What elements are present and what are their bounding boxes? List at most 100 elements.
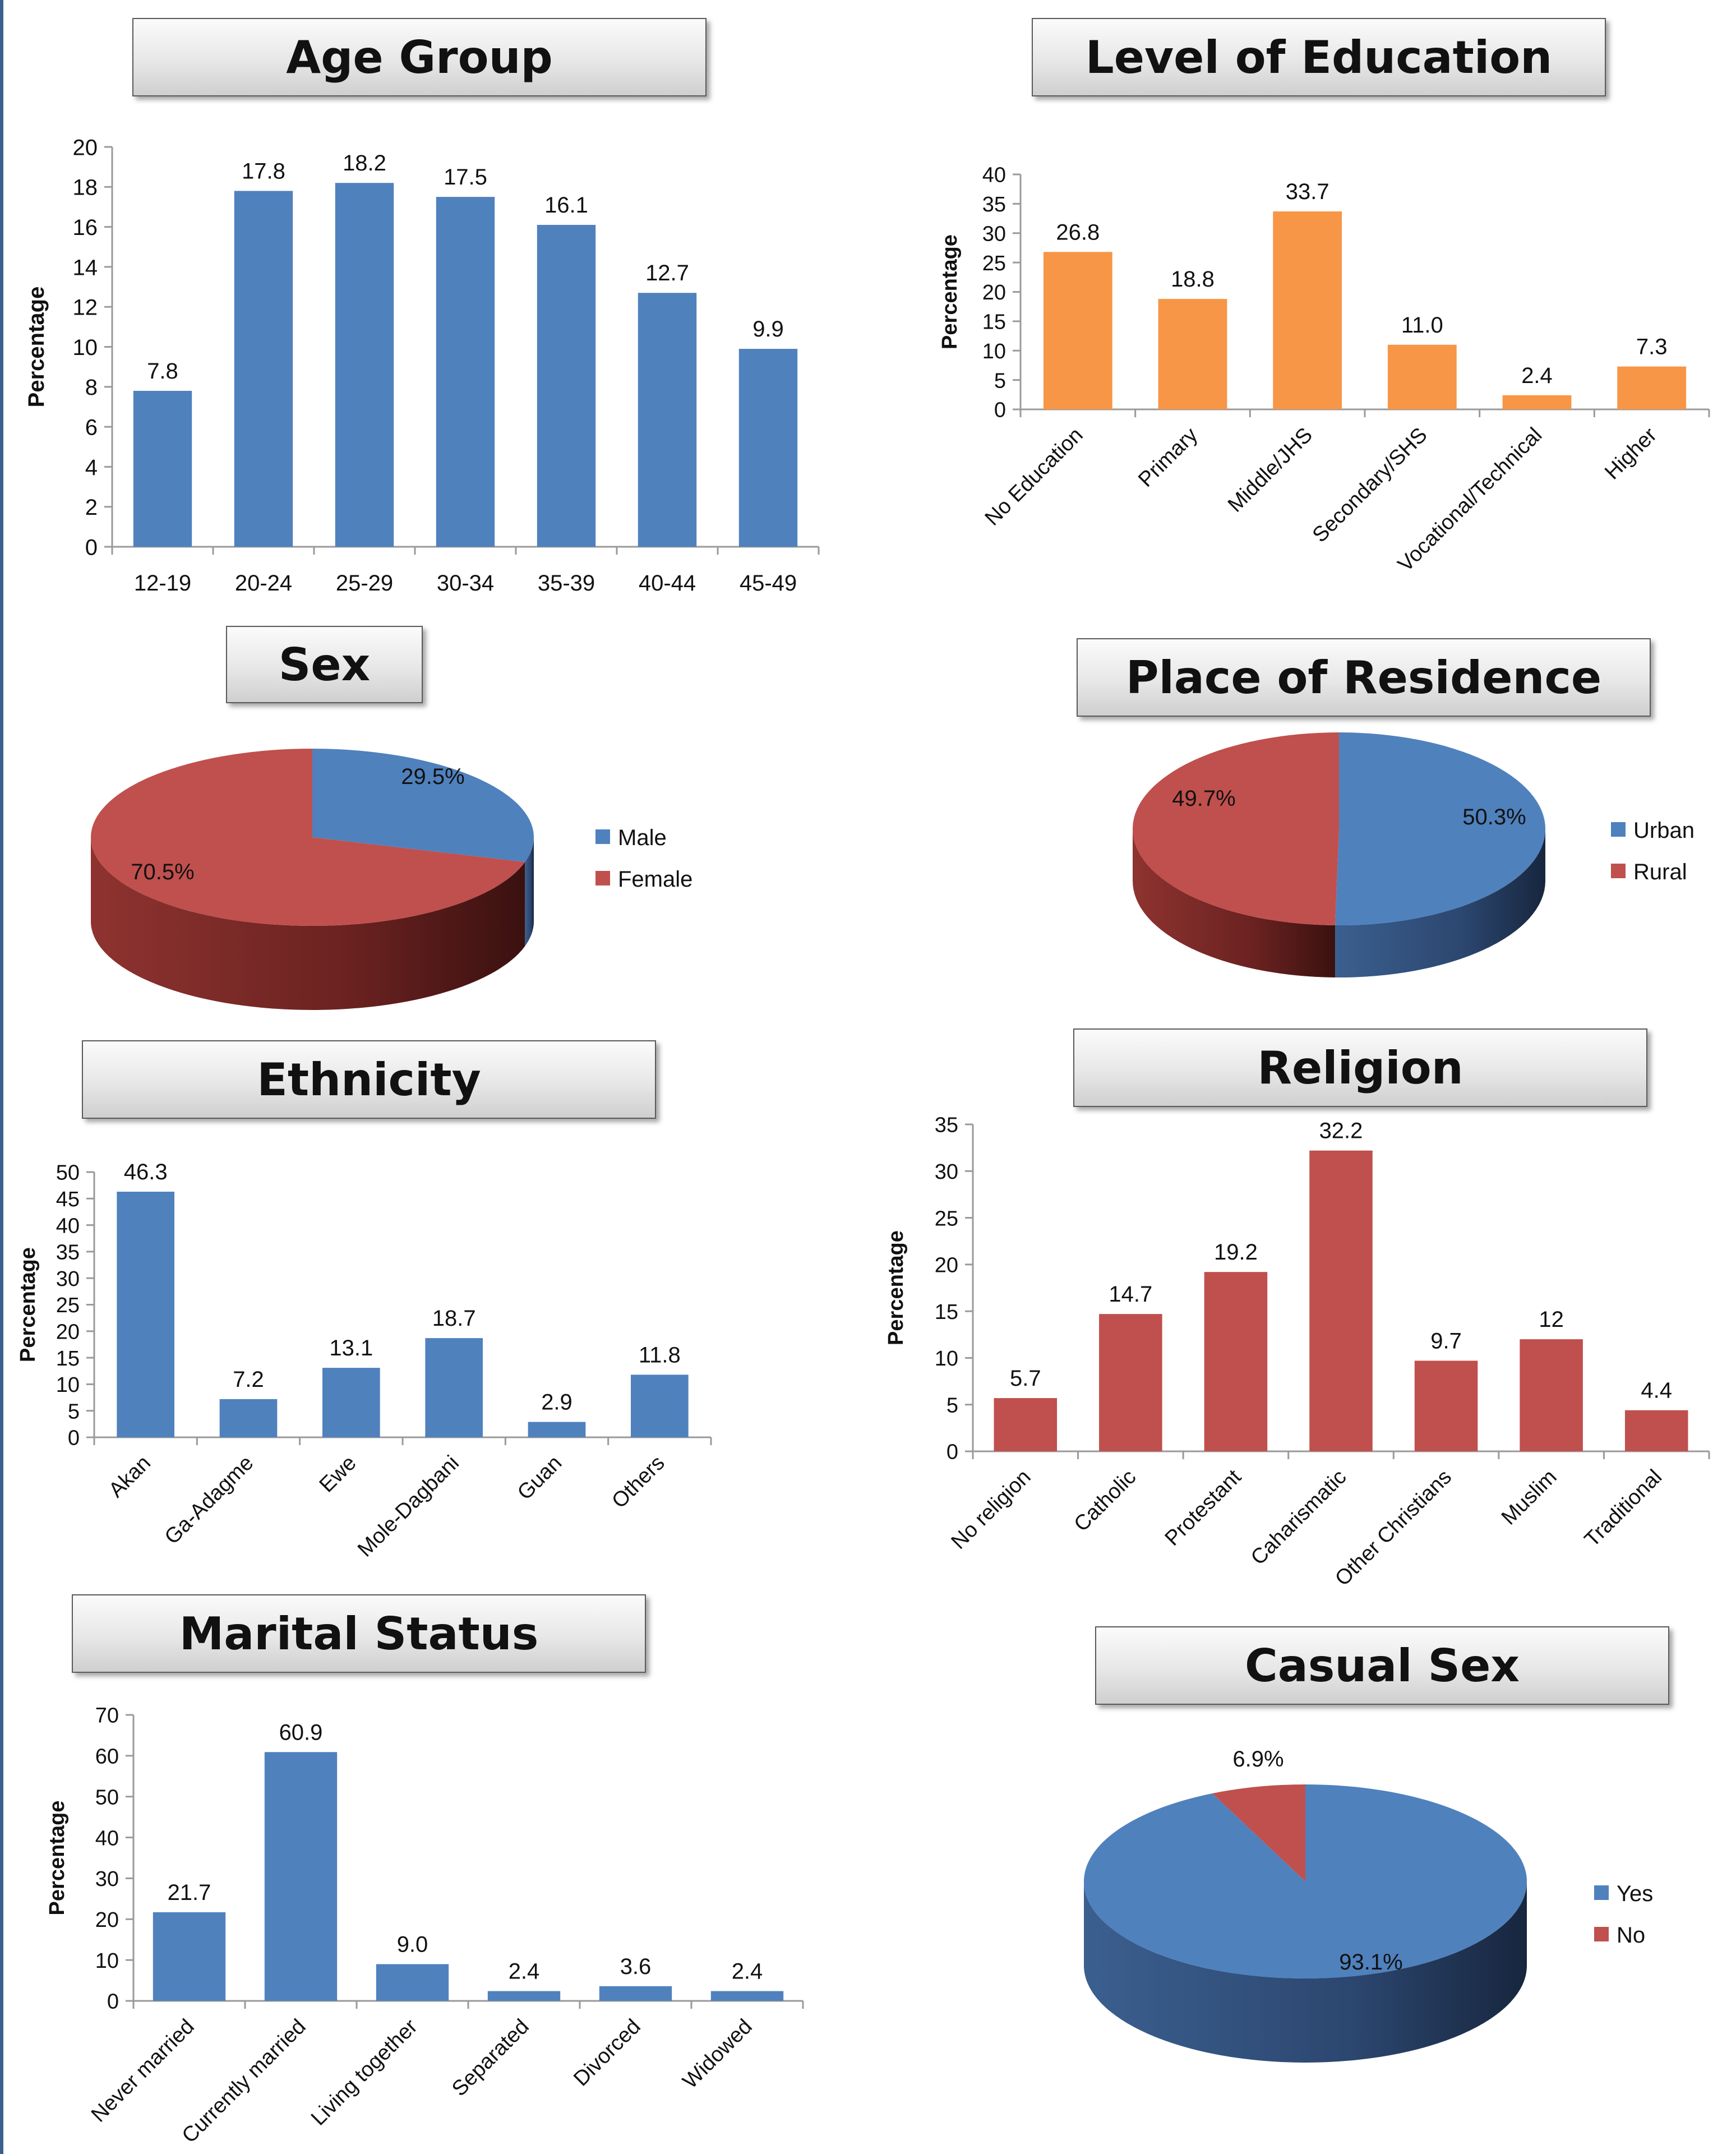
age-x-tick-label: 20-24 <box>235 571 292 596</box>
ethnicity-bar-mole-dagbani <box>425 1338 483 1437</box>
marital-x-tick-label: Separated <box>447 2015 534 2101</box>
sex-legend-label-female: Female <box>618 867 692 892</box>
sex-legend-swatch-female <box>595 871 610 885</box>
education-y-tick-label: 10 <box>982 340 1006 363</box>
age-x-tick-label: 30-34 <box>437 571 494 596</box>
marital-bar-widowed <box>710 1991 784 2001</box>
casual-pie-chart: 93.1% 6.9% Yes No <box>1084 1747 1653 2063</box>
age-y-tick-label: 8 <box>85 375 98 400</box>
sex-legend: Male Female <box>595 825 692 892</box>
sex-slice-male <box>312 749 534 862</box>
education-y-tick-label: 40 <box>982 164 1006 187</box>
age-y-tick-label: 14 <box>73 255 98 280</box>
religion-x-tick-label: Protestant <box>1161 1465 1246 1550</box>
education-data-label-primary: 18.8 <box>1171 267 1215 292</box>
marital-data-label-divorced: 3.6 <box>620 1954 652 1979</box>
age-x-tick-label: 12-19 <box>134 571 191 596</box>
education-bar-higher <box>1617 366 1687 409</box>
casual-slice-no <box>1212 1784 1305 1881</box>
religion-y-tick-label: 25 <box>935 1207 958 1230</box>
age-data-label-40-44: 12.7 <box>645 261 689 285</box>
education-data-label-higher: 7.3 <box>1636 335 1668 359</box>
ethnicity-x-tick-label: Ga-Adagme <box>160 1451 258 1549</box>
ethnicity-x-tick-label: Mole-Dagbani <box>353 1451 464 1562</box>
ethnicity-bar-others <box>631 1374 689 1437</box>
ethnicity-data-label-ga-adagme: 7.2 <box>233 1367 264 1392</box>
education-bar-no-education <box>1043 252 1112 409</box>
education-y-tick-label: 15 <box>982 311 1006 334</box>
marital-bar-separated <box>487 1991 561 2001</box>
age-bar-30-34 <box>436 197 495 547</box>
age-bar-20-24 <box>234 191 293 547</box>
religion-bar-protestant <box>1204 1272 1268 1451</box>
education-data-label-vocational-technical: 2.4 <box>1521 363 1553 388</box>
education-x-tick-label: Primary <box>1134 423 1202 492</box>
religion-data-label-catholic: 14.7 <box>1109 1282 1152 1307</box>
marital-data-label-never-married: 21.7 <box>168 1880 211 1905</box>
residence-legend-swatch-rural <box>1611 864 1626 878</box>
sex-legend-label-male: Male <box>618 825 667 850</box>
age-y-tick-label: 20 <box>73 135 98 160</box>
residence-pie-chart: 50.3% 49.7% Urban Rural <box>1132 732 1695 978</box>
ethnicity-bar-ga-adagme <box>219 1399 278 1437</box>
marital-y-tick-label: 50 <box>95 1786 119 1809</box>
religion-data-label-protestant: 19.2 <box>1214 1240 1258 1265</box>
ethnicity-y-axis-title: Percentage <box>16 1247 40 1362</box>
marital-y-axis-title: Percentage <box>45 1801 69 1916</box>
marital-bar-never-married <box>153 1912 226 2001</box>
age-data-label-20-24: 17.8 <box>242 159 285 183</box>
marital-y-tick-label: 10 <box>95 1949 119 1973</box>
ethnicity-y-tick-label: 5 <box>68 1400 80 1423</box>
age-group-title: Age Group <box>132 18 707 96</box>
ethnicity-y-tick-label: 40 <box>56 1214 80 1238</box>
casual-legend: Yes No <box>1594 1881 1653 1948</box>
residence-legend: Urban Rural <box>1611 818 1695 884</box>
religion-title: Religion <box>1073 1028 1647 1107</box>
marital-y-tick-label: 0 <box>107 1990 119 2014</box>
religion-bar-other-christians <box>1414 1360 1478 1451</box>
education-y-tick-label: 5 <box>994 369 1006 393</box>
religion-y-tick-label: 30 <box>935 1160 958 1184</box>
religion-data-label-caharismatic: 32.2 <box>1319 1119 1363 1143</box>
sex-data-label-female: 70.5% <box>131 860 194 884</box>
education-y-tick-label: 35 <box>982 193 1006 216</box>
religion-y-tick-label: 5 <box>947 1394 958 1417</box>
marital-data-label-separated: 2.4 <box>509 1959 540 1984</box>
casual-legend-label-no: No <box>1617 1923 1645 1948</box>
ethnicity-y-tick-label: 20 <box>56 1320 80 1344</box>
casual-slice-side-yes <box>1084 1881 1527 2063</box>
marital-status-title: Marital Status <box>72 1594 646 1673</box>
marital-y-tick-label: 60 <box>95 1745 119 1769</box>
marital-y-tick-label: 70 <box>95 1704 119 1728</box>
education-y-tick-label: 30 <box>982 222 1006 246</box>
ethnicity-bar-guan <box>528 1422 586 1437</box>
age-y-tick-label: 4 <box>85 455 98 480</box>
age-y-tick-label: 16 <box>73 215 98 240</box>
age-bar-chart: 0 2 4 6 8 10 12 14 16 18 20 7.8 12-19 17.8 20-24 18.2 25… <box>24 135 820 596</box>
marital-x-tick-label: Currently married <box>178 2015 311 2148</box>
education-data-label-no-education: 26.8 <box>1056 220 1100 245</box>
casual-sex-title: Casual Sex <box>1095 1626 1669 1705</box>
age-x-tick-label: 35-39 <box>538 571 595 596</box>
marital-data-label-currently-married: 60.9 <box>279 1720 323 1745</box>
casual-data-label-yes: 93.1% <box>1339 1950 1402 1975</box>
ethnicity-bar-akan <box>117 1192 174 1437</box>
religion-y-tick-label: 15 <box>935 1300 958 1324</box>
religion-x-tick-label: No religion <box>947 1465 1036 1554</box>
casual-data-label-no: 6.9% <box>1232 1747 1283 1772</box>
sex-title: Sex <box>226 626 423 703</box>
residence-slice-rural <box>1132 732 1339 925</box>
age-y-tick-label: 6 <box>85 416 98 440</box>
ethnicity-title: Ethnicity <box>82 1040 656 1119</box>
casual-legend-label-yes: Yes <box>1617 1881 1653 1906</box>
education-bar-secondary-shs <box>1387 344 1457 409</box>
education-y-tick-label: 25 <box>982 252 1006 275</box>
religion-data-label-no-religion: 5.7 <box>1010 1366 1041 1391</box>
marital-data-label-living-together: 9.0 <box>397 1932 428 1957</box>
ethnicity-y-tick-label: 50 <box>56 1161 80 1185</box>
religion-y-tick-label: 0 <box>947 1441 958 1464</box>
religion-y-tick-label: 10 <box>935 1347 958 1371</box>
age-bar-12-19 <box>133 390 192 547</box>
sex-pie-chart: 29.5% 70.5% Male Female <box>90 749 692 1011</box>
age-x-tick-label: 45-49 <box>740 571 797 596</box>
